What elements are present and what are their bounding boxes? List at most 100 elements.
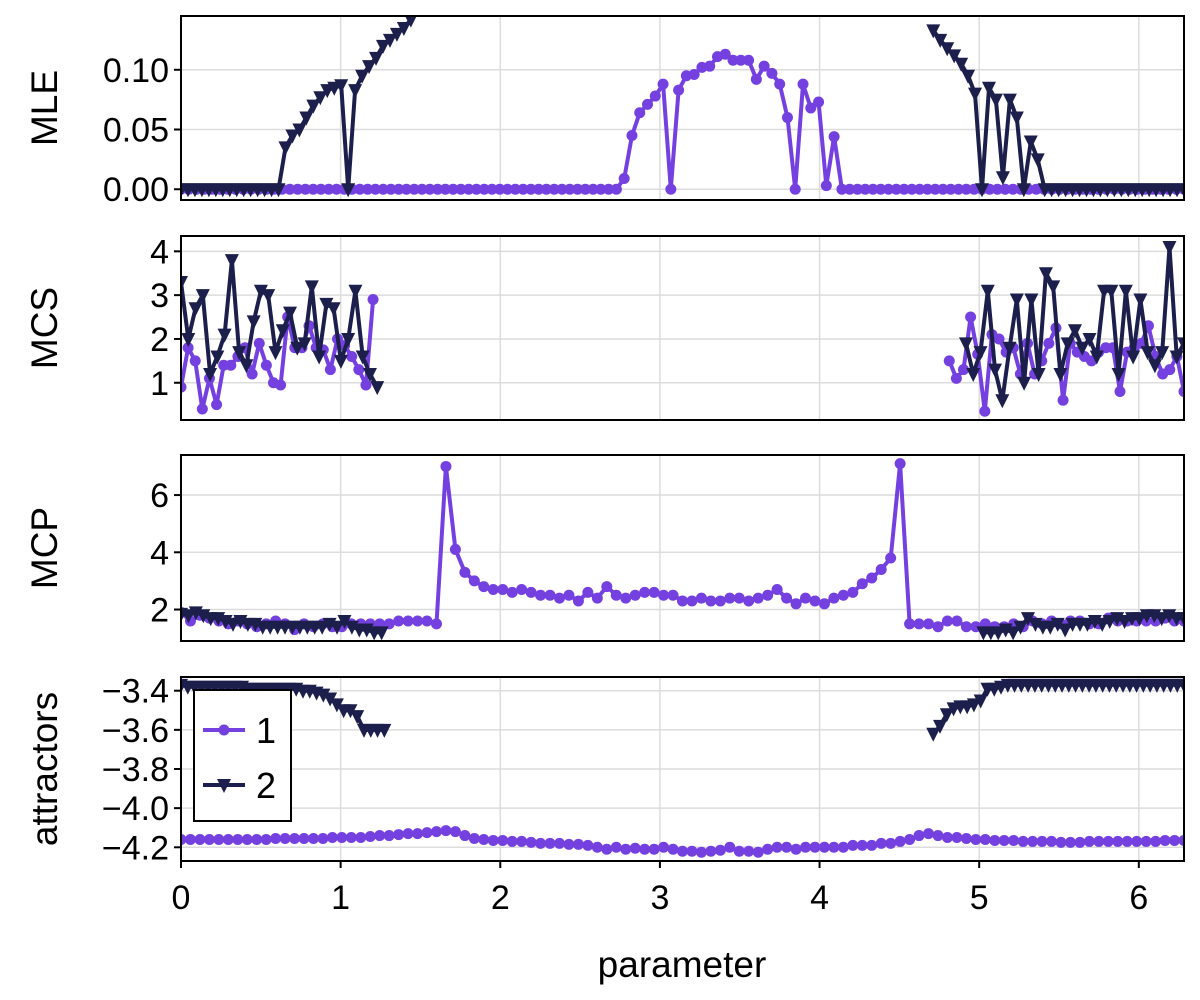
series-2-point (940, 42, 955, 57)
series-2-point (315, 620, 330, 635)
series-1-point (929, 183, 941, 195)
series-2-point (348, 284, 363, 299)
series-1-point (758, 60, 770, 72)
series-1-point (181, 833, 187, 845)
series-1-point (432, 183, 444, 195)
series-2-point (1023, 135, 1038, 150)
series-1-point (851, 183, 863, 195)
x-tick-label: 4 (810, 879, 829, 917)
series-2-point (1177, 337, 1184, 352)
y-tick-label: 0.00 (103, 171, 169, 209)
series-2-point (1060, 337, 1075, 352)
series-1-point (673, 84, 685, 96)
legend: 12 (193, 689, 292, 822)
series-2-point (954, 57, 969, 72)
series-1-point (232, 833, 244, 845)
series-1-point (516, 835, 528, 847)
series-1-point (1030, 183, 1042, 195)
series-1-point (1027, 835, 1039, 847)
series-1-point (885, 837, 897, 849)
series-1-point (497, 834, 509, 846)
series-2-point (991, 626, 1006, 641)
series-1-point (412, 828, 424, 840)
series-2-point (1038, 267, 1053, 282)
series-1-point (898, 183, 910, 195)
series-2-point (275, 324, 290, 339)
series-1-point (626, 129, 638, 141)
series-1-point (790, 843, 802, 855)
series-1-point (705, 845, 717, 857)
series-1-point (374, 830, 386, 842)
series-1-point (289, 832, 301, 844)
series-2-line (181, 682, 1184, 736)
series-2-point (326, 302, 341, 317)
series-1-point (953, 183, 965, 195)
series-1-point (553, 592, 565, 604)
series-1-point (440, 460, 452, 472)
series-1-point (1169, 834, 1181, 846)
series-1-point (658, 841, 670, 853)
series-2-point (334, 79, 349, 94)
series-2-point (1006, 626, 1021, 641)
series-1-point (618, 172, 630, 184)
series-2-point (299, 111, 314, 126)
series-1-point (921, 183, 933, 195)
series-1-point (563, 838, 575, 850)
y-tick-label: 6 (150, 477, 169, 515)
x-tick-label: 1 (331, 879, 350, 917)
series-1-point (844, 183, 856, 195)
series-1-point (856, 839, 868, 851)
series-1-point (402, 828, 414, 840)
series-2-point (330, 620, 345, 635)
series-1-point (629, 589, 641, 601)
series-1-point (393, 183, 405, 195)
series-2-point (203, 368, 218, 382)
series-1-point (875, 563, 887, 575)
series-1-point (354, 183, 366, 195)
series-2-point (1169, 350, 1184, 365)
series-2-point (1053, 368, 1068, 382)
series-1-point (1007, 183, 1019, 195)
series-1-point (932, 830, 944, 842)
series-1-point (750, 73, 762, 85)
x-tick-label: 3 (650, 879, 669, 917)
series-2-point (313, 91, 328, 106)
series-2-point (1067, 324, 1082, 339)
series-1-point (572, 838, 584, 850)
y-tick-label: 1 (150, 365, 169, 403)
series-1-point (275, 379, 287, 391)
series-1-point (704, 60, 716, 72)
series-1-point (762, 843, 774, 855)
series-2-point (271, 183, 286, 198)
series-2-point (181, 609, 196, 624)
series-2-point (1126, 350, 1141, 365)
series-2-point (973, 346, 988, 361)
series-1-point (951, 832, 963, 844)
series-1-point (393, 829, 405, 841)
series-1-point (601, 843, 613, 855)
series-1-point (914, 183, 926, 195)
series-1-point (904, 618, 916, 630)
series-1-point (1055, 836, 1067, 848)
series-1-point (317, 832, 329, 844)
series-2-point (1013, 620, 1028, 635)
series-1-point (400, 183, 412, 195)
series-1-point (639, 586, 651, 598)
legend-box (193, 689, 292, 822)
series-1-point (1131, 835, 1143, 847)
series-1-point (875, 183, 887, 195)
series-1-point (998, 834, 1010, 846)
series-2-point (239, 359, 254, 374)
series-1-point (225, 359, 237, 371)
series-1-point (548, 183, 560, 195)
series-2-point (396, 21, 411, 36)
series-1-point (385, 183, 397, 195)
series-1-point (502, 183, 514, 195)
series-1-point (1140, 835, 1152, 847)
series-2-point (1177, 678, 1184, 693)
series-1-point (800, 592, 812, 604)
series-2-point (312, 350, 327, 365)
series-1-point (184, 833, 196, 845)
series-1-point (890, 183, 902, 195)
series-1-point (525, 183, 537, 195)
